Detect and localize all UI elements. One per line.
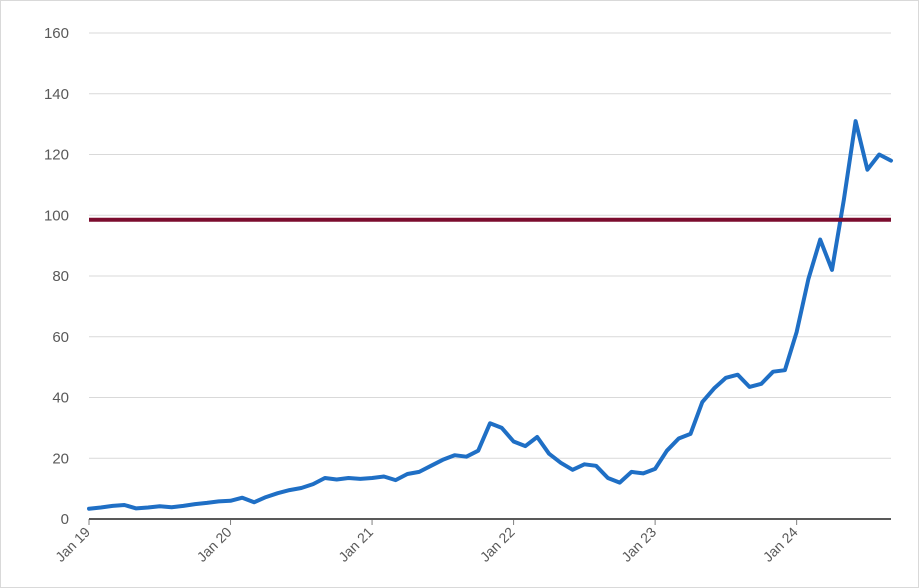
y-tick-label-120: 120 bbox=[44, 147, 69, 164]
data-point bbox=[170, 505, 173, 509]
data-point bbox=[630, 470, 633, 474]
data-point bbox=[842, 198, 846, 202]
data-point bbox=[701, 400, 704, 404]
data-point bbox=[418, 470, 421, 474]
data-point bbox=[535, 435, 539, 439]
gridlines bbox=[89, 32, 891, 459]
data-point bbox=[311, 482, 315, 486]
x-tick-label: Jan 24 bbox=[760, 524, 801, 565]
data-point bbox=[665, 449, 669, 452]
data-point bbox=[111, 504, 114, 508]
data-point bbox=[618, 481, 621, 484]
y-tick-label-20: 20 bbox=[52, 450, 69, 467]
data-point bbox=[547, 452, 551, 455]
data-point bbox=[205, 501, 209, 505]
x-tick-label: Jan 20 bbox=[194, 524, 235, 565]
y-tick-label-0: 0 bbox=[61, 511, 69, 528]
data-point bbox=[134, 507, 138, 510]
data-point bbox=[724, 376, 728, 379]
data-point bbox=[854, 119, 857, 123]
x-tick-label: Jan 22 bbox=[477, 524, 518, 565]
data-point bbox=[594, 464, 598, 468]
data-point bbox=[359, 477, 362, 481]
data-point bbox=[866, 168, 869, 171]
y-tick-label-100: 100 bbox=[44, 207, 69, 224]
y-tick-label-140: 140 bbox=[44, 86, 69, 103]
data-point bbox=[807, 277, 810, 281]
data-point bbox=[429, 464, 433, 468]
data-point bbox=[583, 463, 586, 466]
data-point bbox=[830, 268, 834, 272]
data-point bbox=[559, 461, 562, 465]
data-point bbox=[323, 476, 327, 480]
data-point bbox=[606, 476, 610, 480]
data-point bbox=[500, 426, 503, 430]
data-point bbox=[736, 373, 739, 376]
data-point bbox=[158, 505, 161, 508]
data-point bbox=[819, 238, 822, 241]
data-point bbox=[264, 495, 268, 499]
data-point bbox=[229, 499, 232, 502]
y-axis-ticks: 0 20 40 60 80 100 120 140 160 bbox=[44, 25, 69, 528]
data-point bbox=[382, 475, 386, 478]
data-point bbox=[571, 468, 574, 471]
data-point bbox=[441, 458, 445, 461]
data-point bbox=[217, 500, 220, 503]
data-point bbox=[465, 455, 468, 458]
data-point bbox=[760, 382, 763, 386]
data-point bbox=[524, 444, 527, 448]
x-tick-label: Jan 21 bbox=[335, 524, 376, 565]
x-tick-label: Jan 23 bbox=[618, 524, 659, 565]
data-point bbox=[406, 472, 409, 476]
data-point bbox=[453, 454, 456, 457]
series-line-1 bbox=[87, 119, 893, 511]
data-point bbox=[193, 502, 197, 506]
y-tick-label-40: 40 bbox=[52, 390, 69, 407]
data-point bbox=[689, 432, 692, 436]
data-point bbox=[712, 387, 716, 390]
data-point bbox=[394, 478, 397, 482]
data-point bbox=[123, 503, 126, 507]
data-point bbox=[370, 476, 374, 480]
y-tick-label-160: 160 bbox=[44, 25, 69, 42]
data-point bbox=[653, 467, 657, 471]
data-point bbox=[512, 440, 515, 443]
data-point bbox=[300, 486, 303, 490]
data-point bbox=[182, 504, 185, 508]
data-point bbox=[889, 159, 893, 162]
data-point bbox=[276, 491, 279, 495]
data-point bbox=[347, 476, 350, 480]
y-tick-label-60: 60 bbox=[52, 329, 69, 346]
data-point bbox=[488, 422, 492, 425]
y-tick-label-80: 80 bbox=[52, 268, 69, 285]
data-point bbox=[748, 385, 751, 389]
data-point bbox=[241, 496, 244, 499]
data-point bbox=[288, 488, 291, 492]
data-point bbox=[783, 368, 787, 372]
data-point bbox=[642, 472, 645, 475]
data-point bbox=[878, 153, 881, 156]
x-tick-label: Jan 19 bbox=[52, 524, 93, 565]
data-point bbox=[99, 506, 102, 509]
data-point bbox=[677, 437, 680, 440]
data-point bbox=[146, 506, 150, 509]
data-point bbox=[87, 507, 91, 510]
data-point bbox=[795, 330, 798, 334]
data-point bbox=[335, 478, 338, 481]
x-axis-ticks: Jan 19 Jan 20 Jan 21 Jan 22 Jan 23 Jan 24 bbox=[52, 519, 801, 565]
series-group bbox=[87, 119, 893, 511]
data-point bbox=[252, 501, 256, 504]
data-point bbox=[771, 370, 775, 373]
data-point bbox=[477, 449, 480, 452]
